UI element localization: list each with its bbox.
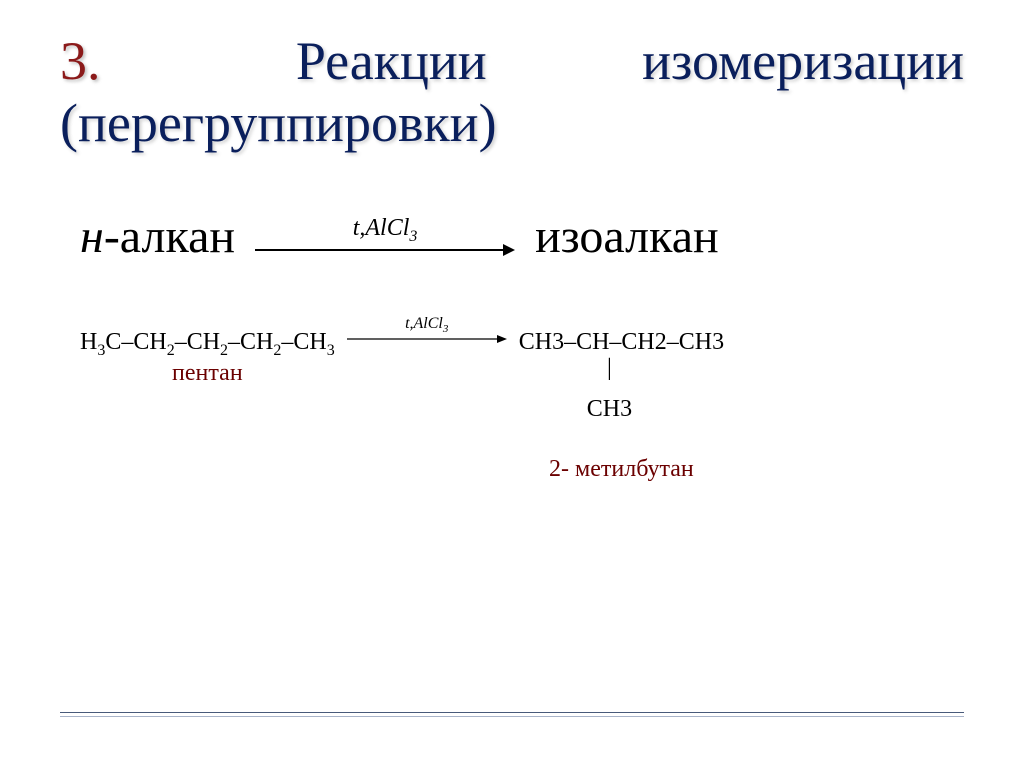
scheme-reactant-prefix: н- (80, 210, 120, 263)
product-bond: | (607, 359, 612, 378)
scheme-reactant-name: алкан (120, 210, 235, 263)
product-branch-formula: CH3 (587, 396, 632, 423)
reactant-formula: H3C–CH2–CH2–CH2–CH3 (80, 329, 335, 360)
arrow-label-cat: AlCl (365, 215, 409, 241)
slide: 3. Реакции изомеризации (перегруппировки… (0, 0, 1024, 513)
scheme-product: изоалкан (535, 209, 719, 264)
title-subtitle: (перегруппировки) (60, 92, 497, 154)
title-word1: Реакции (296, 30, 487, 92)
footer-line-1 (60, 712, 964, 713)
scheme-reactant: н-алкан (80, 209, 235, 264)
title-number: 3. (60, 30, 101, 92)
scheme-arrow-icon (255, 242, 515, 258)
footer-line-2 (60, 716, 964, 717)
example-reaction: H3C–CH2–CH2–CH2–CH3 пентан t,AlCl3 CH3–C… (60, 329, 964, 483)
product-name-rest: метилбутан (569, 456, 694, 482)
reaction-arrow-icon (347, 333, 507, 345)
title-word2: изомеризации (642, 30, 964, 92)
reaction-arrow-cat: AlCl (414, 315, 443, 332)
product-block: CH3–CH–CH2–CH3 | CH3 2- метилбутан (519, 329, 724, 483)
product-name-num: 2- (549, 456, 569, 482)
product-structure: CH3–CH–CH2–CH3 | CH3 (519, 329, 724, 356)
product-branch: | CH3 (587, 357, 632, 423)
product-formula-line1: CH3–CH–CH2–CH3 (519, 329, 724, 356)
reactant-name: пентан (172, 360, 243, 387)
product-name: 2- метилбутан (549, 456, 694, 483)
general-scheme: н-алкан t,AlCl3 изоалкан (60, 209, 964, 264)
title-block: 3. Реакции изомеризации (перегруппировки… (60, 30, 964, 154)
reactant-block: H3C–CH2–CH2–CH2–CH3 пентан (80, 329, 335, 387)
reaction-arrow-box: t,AlCl3 (347, 315, 507, 345)
scheme-arrow-box: t,AlCl3 (255, 215, 515, 258)
footer-divider (60, 712, 964, 717)
reaction-arrow-label: t,AlCl3 (405, 315, 448, 335)
